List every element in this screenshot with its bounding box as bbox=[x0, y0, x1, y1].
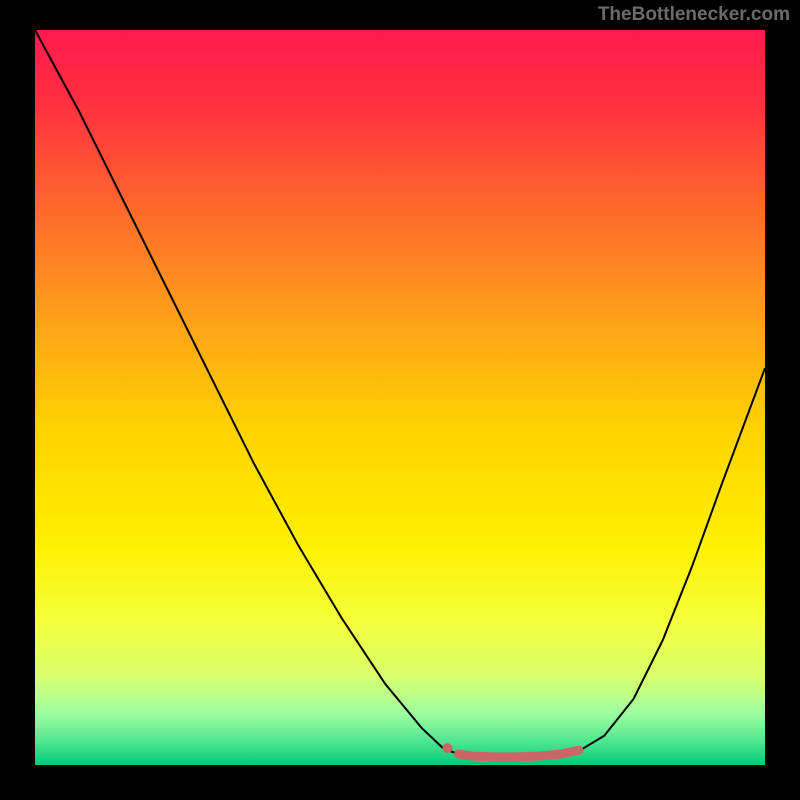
chart-svg bbox=[35, 30, 765, 765]
watermark-text: TheBottlenecker.com bbox=[598, 4, 790, 26]
sweet-spot-marker bbox=[442, 743, 452, 753]
chart-plot-area bbox=[35, 30, 765, 765]
